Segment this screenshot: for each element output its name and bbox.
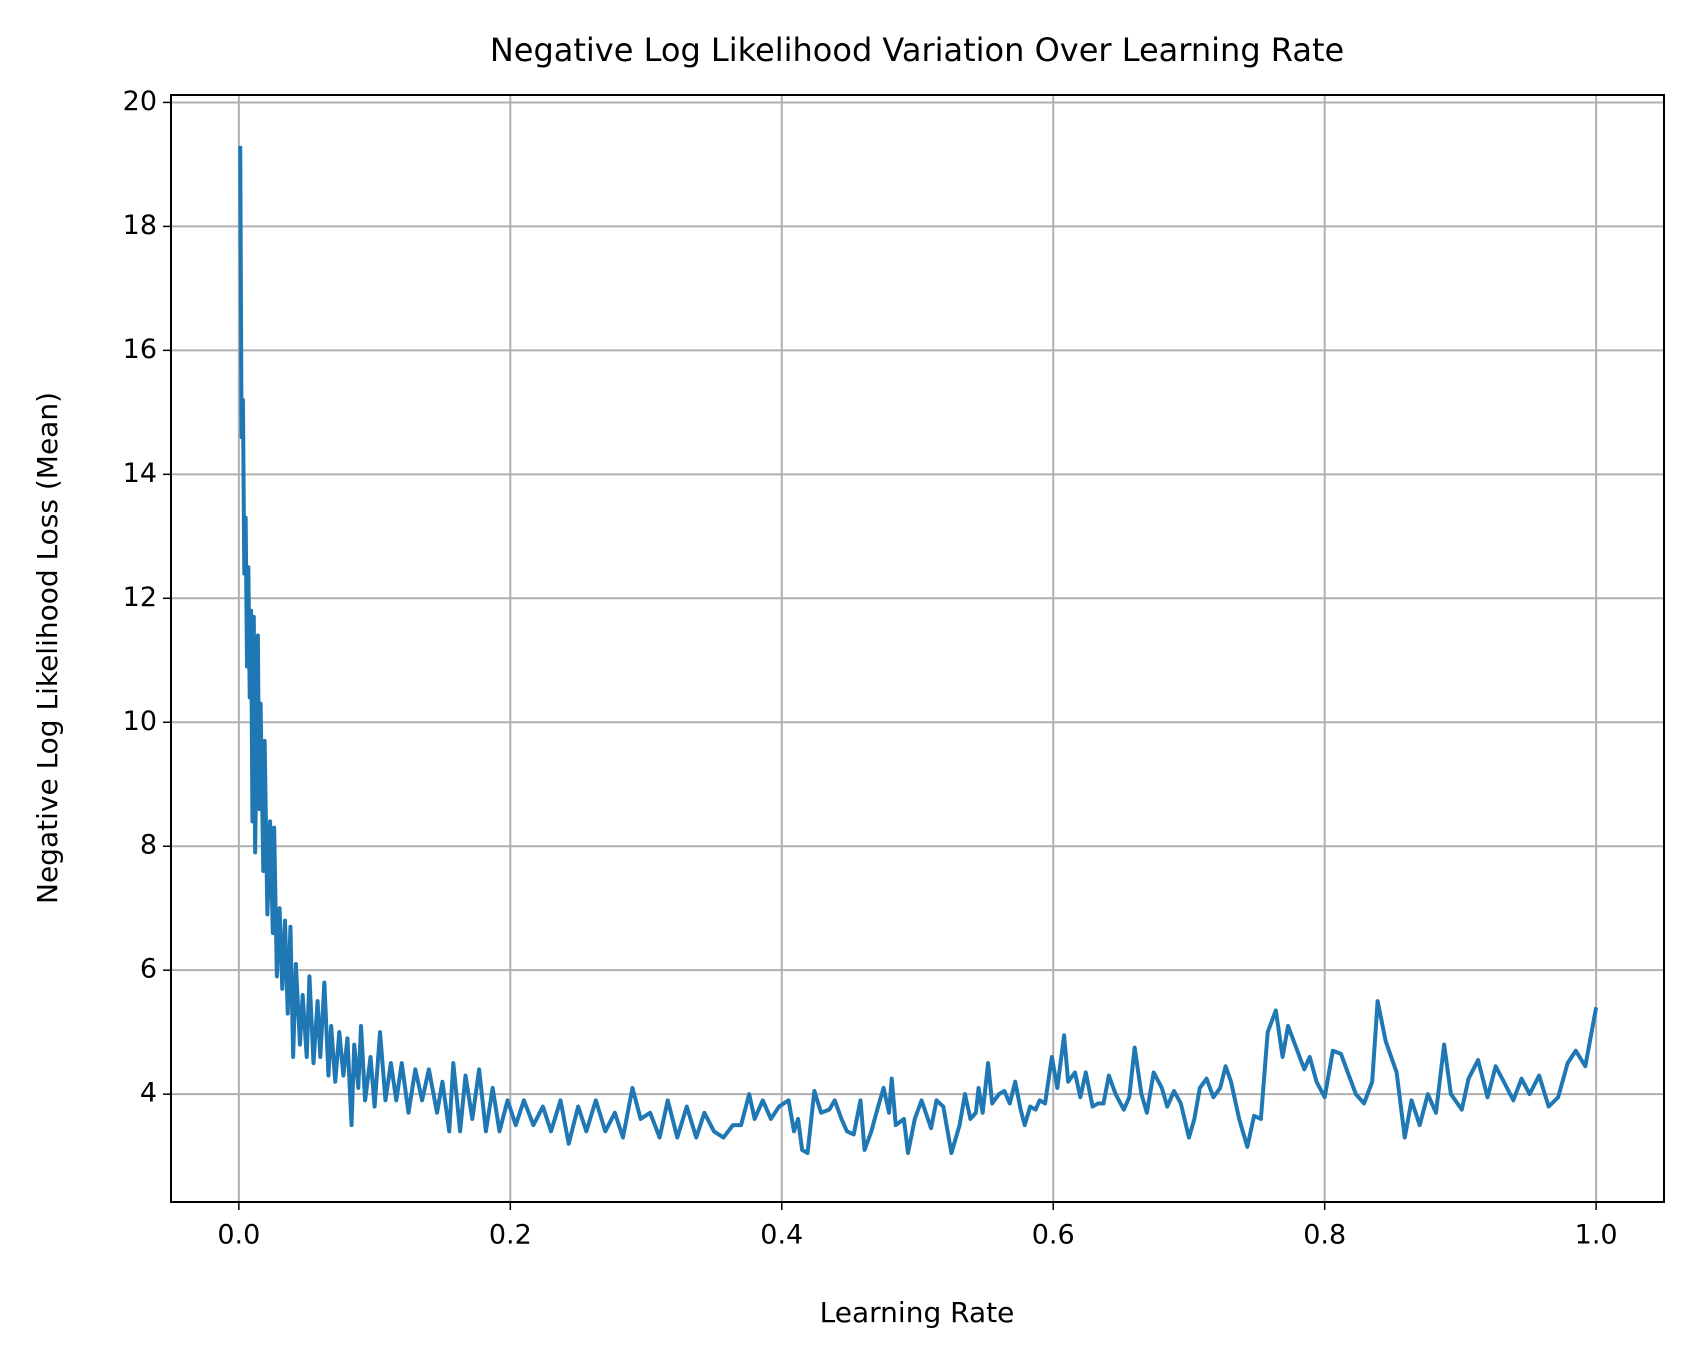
y-tick-label: 6 [140, 954, 157, 985]
y-tick-label: 10 [123, 706, 157, 737]
y-tick-label: 4 [140, 1078, 157, 1109]
chart-title: Negative Log Likelihood Variation Over L… [490, 31, 1344, 69]
y-tick-label: 20 [123, 86, 157, 117]
y-axis-label: Negative Log Likelihood Loss (Mean) [31, 392, 64, 904]
y-tick-label: 18 [123, 210, 157, 241]
plot-frame [170, 94, 1665, 1203]
y-tick-label: 12 [123, 582, 157, 613]
y-tick-label: 14 [123, 458, 157, 489]
line [238, 145, 1599, 1156]
x-tick-label: 0.4 [760, 1220, 803, 1251]
y-tick-label: 8 [140, 830, 157, 861]
x-tick-label: 0.2 [489, 1220, 532, 1251]
x-axis-label: Learning Rate [820, 1296, 1015, 1329]
x-tick-label: 1.0 [1575, 1220, 1618, 1251]
x-tick-label: 0.0 [217, 1220, 260, 1251]
x-tick-label: 0.6 [1032, 1220, 1075, 1251]
x-tick-label: 0.8 [1303, 1220, 1346, 1251]
y-tick-label: 16 [123, 334, 157, 365]
